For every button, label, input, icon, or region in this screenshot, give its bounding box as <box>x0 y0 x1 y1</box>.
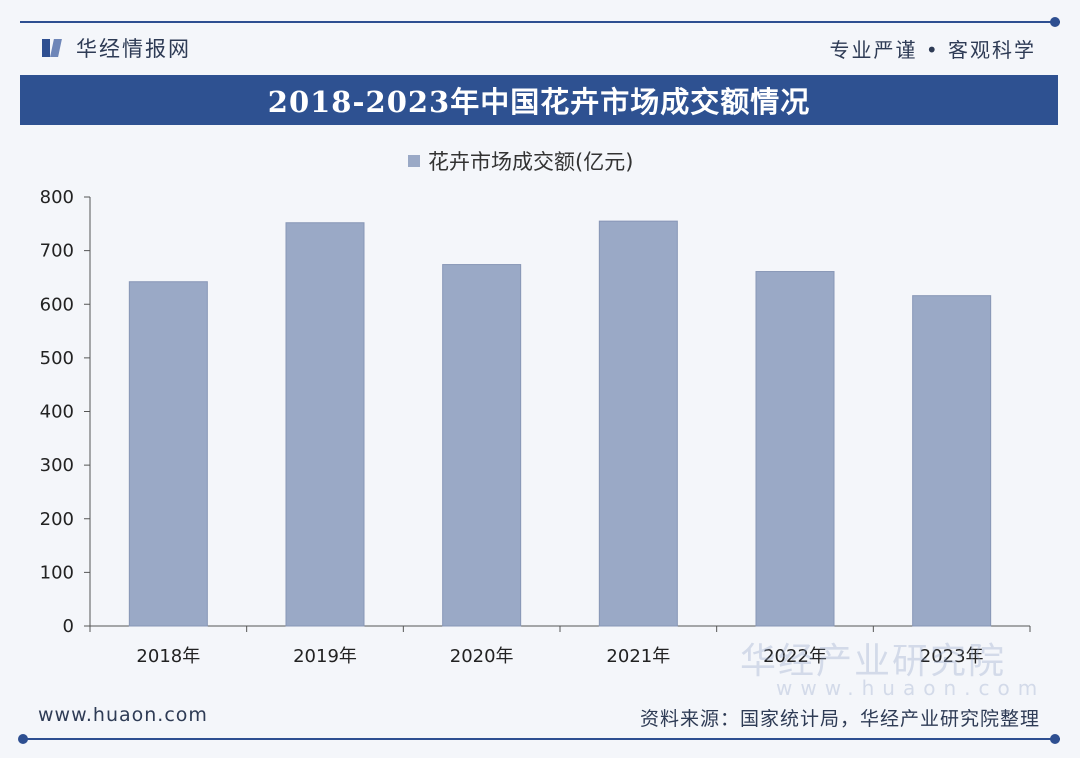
chart-title: 2018-2023年中国花卉市场成交额情况 <box>267 85 811 119</box>
top-rule <box>20 21 1060 23</box>
title-bar: 2018-2023年中国花卉市场成交额情况 <box>20 75 1058 125</box>
brand-name: 华经情报网 <box>76 37 191 61</box>
legend-label: 花卉市场成交额(亿元) <box>428 150 634 174</box>
x-tick-label: 2020年 <box>450 646 514 667</box>
bar <box>128 281 208 627</box>
bar <box>912 295 992 627</box>
footer-url: www.huaon.com <box>38 704 208 726</box>
y-tick-label: 100 <box>40 562 74 583</box>
bottom-rule-dot-right <box>1050 734 1060 744</box>
watermark-text: 华经产业研究院 <box>740 641 1007 682</box>
x-tick-label: 2022年 <box>763 646 827 667</box>
x-tick-label: 2018年 <box>136 646 200 667</box>
bottom-rule <box>20 738 1060 740</box>
slogan: 专业严谨 • 客观科学 <box>829 38 1036 62</box>
y-tick-label: 800 <box>40 187 74 208</box>
y-tick-label: 0 <box>63 616 74 637</box>
y-tick-label: 200 <box>40 509 74 530</box>
x-tick-label: 2021年 <box>606 646 670 667</box>
brand: 华经情报网 <box>42 34 191 62</box>
y-tick-label: 300 <box>40 455 74 476</box>
legend-swatch <box>408 155 420 167</box>
bar <box>598 220 678 627</box>
footer-source: 资料来源：国家统计局，华经产业研究院整理 <box>639 708 1040 730</box>
huajing-logo-icon <box>42 37 66 59</box>
y-tick-label: 400 <box>40 402 74 423</box>
y-tick-label: 700 <box>40 241 74 262</box>
x-tick-label: 2019年 <box>293 646 357 667</box>
watermark-url: www.huaon.com <box>776 676 1046 700</box>
bottom-rule-dot-left <box>18 734 28 744</box>
y-tick-label: 500 <box>40 348 74 369</box>
bar <box>285 222 365 627</box>
x-tick-label: 2023年 <box>920 646 984 667</box>
bar <box>755 271 835 627</box>
top-rule-dot <box>1050 17 1060 27</box>
legend: 花卉市场成交额(亿元) <box>408 146 633 176</box>
bar <box>442 264 522 627</box>
y-tick-label: 600 <box>40 294 74 315</box>
